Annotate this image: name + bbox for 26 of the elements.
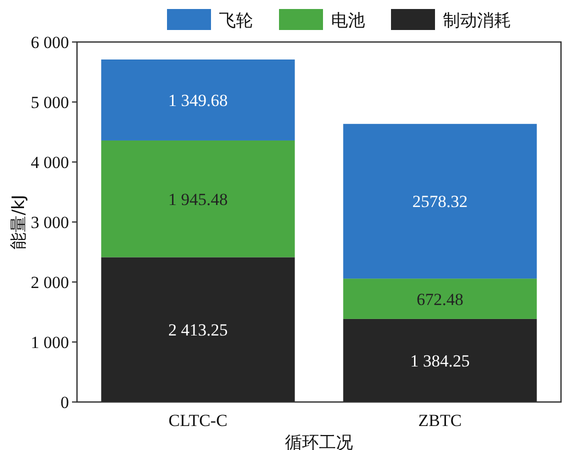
- bar: [101, 59, 295, 140]
- y-tick-label: 3 000: [30, 213, 69, 232]
- bar: [343, 278, 537, 319]
- x-tick-label: CLTC-C: [168, 411, 228, 430]
- bar: [101, 257, 295, 402]
- y-tick-label: 4 000: [30, 153, 69, 172]
- bar: [343, 124, 537, 279]
- data-label: 2578.32: [412, 192, 468, 212]
- data-label: 2 413.25: [168, 320, 228, 340]
- x-tick-label: ZBTC: [418, 411, 462, 430]
- legend-label: 电池: [331, 11, 365, 31]
- y-tick-label: 0: [60, 393, 69, 412]
- data-label: 1 384.25: [410, 351, 470, 370]
- y-tick-label: 1 000: [30, 333, 69, 352]
- legend-label: 制动消耗: [443, 11, 511, 31]
- data-label: 672.48: [416, 290, 464, 309]
- data-label: 1 349.68: [168, 90, 228, 110]
- bar: [343, 318, 537, 402]
- y-tick-label: 6 000: [30, 33, 69, 52]
- data-label: 1 945.48: [168, 190, 228, 209]
- y-axis-title: 能量/kJ: [9, 194, 29, 250]
- x-axis-title: 循环工况: [285, 433, 353, 450]
- legend-label: 飞轮: [219, 11, 253, 31]
- bar: [101, 140, 295, 258]
- y-tick-label: 5 000: [30, 93, 69, 112]
- y-tick-label: 2 000: [30, 273, 69, 292]
